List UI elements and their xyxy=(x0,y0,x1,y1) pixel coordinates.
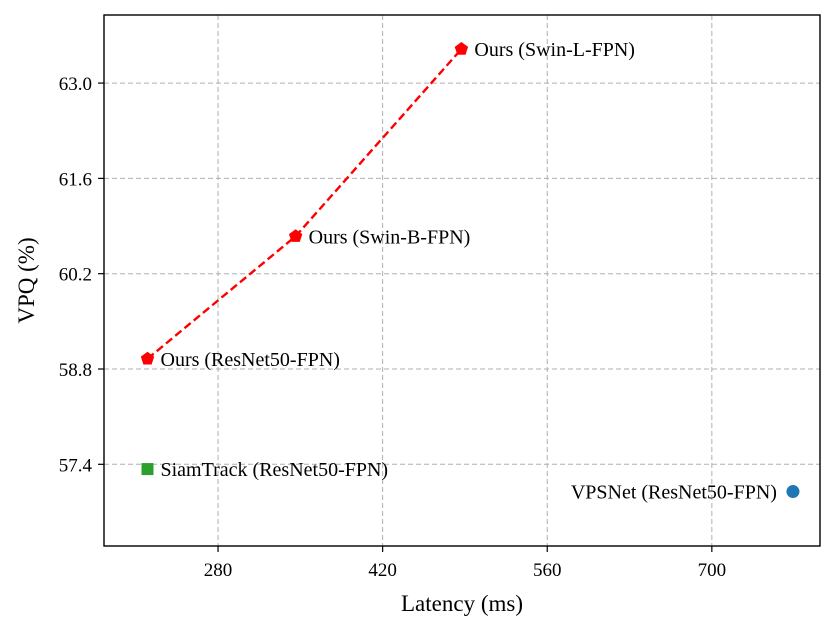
y-tick-label: 57.4 xyxy=(59,455,93,476)
data-point-marker xyxy=(786,485,800,499)
plot-frame xyxy=(103,14,821,547)
data-point-label: SiamTrack (ResNet50-FPN) xyxy=(161,459,389,481)
y-axis-ticks: 57.4 58.8 60.2 61.6 63.0 xyxy=(59,74,104,476)
data-point-marker xyxy=(140,351,155,365)
point-annotations: Ours (ResNet50-FPN) Ours (Swin-B-FPN) Ours… xyxy=(161,39,777,504)
x-tick-label: 420 xyxy=(368,560,397,581)
x-axis-ticks: 280 420 560 700 xyxy=(204,546,726,581)
data-point-label: Ours (ResNet50-FPN) xyxy=(161,349,340,371)
x-tick-label: 280 xyxy=(204,560,233,581)
y-tick-label: 58.8 xyxy=(59,360,92,381)
x-tick-label: 700 xyxy=(698,560,727,581)
y-axis-label: VPQ (%) xyxy=(14,237,39,323)
data-point-marker xyxy=(288,229,303,242)
x-axis-label: Latency (ms) xyxy=(401,591,523,616)
data-point-marker xyxy=(141,463,154,476)
data-point-label: VPSNet (ResNet50-FPN) xyxy=(571,482,777,504)
data-point-label: Ours (Swin-B-FPN) xyxy=(309,226,471,248)
y-tick-label: 63.0 xyxy=(59,74,92,95)
y-tick-label: 61.6 xyxy=(59,169,92,190)
y-tick-label: 60.2 xyxy=(59,265,92,286)
series-markers xyxy=(140,42,800,499)
data-point-label: Ours (Swin-L-FPN) xyxy=(474,39,635,61)
x-tick-label: 560 xyxy=(533,560,562,581)
data-point-marker xyxy=(454,42,469,55)
grid xyxy=(104,15,820,546)
